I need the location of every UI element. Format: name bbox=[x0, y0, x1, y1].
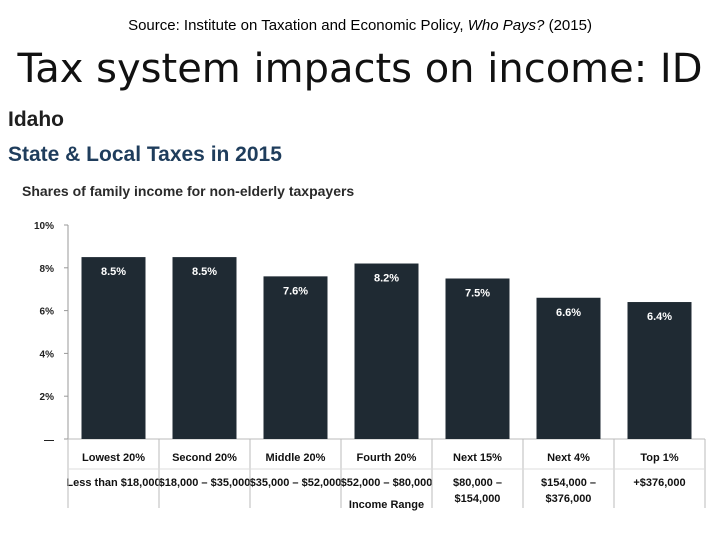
bar-value-label: 8.5% bbox=[192, 266, 217, 278]
category-label: Lowest 20% bbox=[82, 452, 145, 464]
bar-value-label: 7.5% bbox=[465, 288, 490, 300]
y-tick-label: 6% bbox=[40, 307, 55, 318]
source-year: (2015) bbox=[544, 17, 592, 34]
income-range-label: Less than $18,000 bbox=[66, 477, 160, 489]
income-range-label: $80,000 – bbox=[453, 477, 502, 489]
y-tick-label: 8% bbox=[40, 264, 55, 275]
category-label: Middle 20% bbox=[266, 452, 326, 464]
bar bbox=[445, 278, 510, 439]
income-range-label: $376,000 bbox=[546, 493, 592, 505]
source-title-italic: Who Pays? bbox=[467, 17, 545, 34]
bar bbox=[627, 302, 692, 439]
state-name: Idaho bbox=[8, 108, 64, 131]
source-text: Source: Institute on Taxation and Econom… bbox=[128, 17, 468, 34]
bar-value-label: 7.6% bbox=[283, 285, 308, 297]
bar bbox=[172, 257, 237, 439]
y-tick-label: 2% bbox=[40, 392, 55, 403]
category-label: Fourth 20% bbox=[357, 452, 417, 464]
bar-value-label: 6.4% bbox=[647, 311, 672, 323]
bar-value-label: 6.6% bbox=[556, 307, 581, 319]
y-tick-label: 4% bbox=[40, 349, 55, 360]
slide-title: Tax system impacts on income: ID bbox=[17, 46, 703, 92]
income-range-label: $154,000 bbox=[455, 493, 501, 505]
bar-value-label: 8.5% bbox=[101, 266, 126, 278]
y-tick-label: — bbox=[44, 435, 54, 446]
category-label: Top 1% bbox=[640, 452, 679, 464]
income-range-label: +$376,000 bbox=[633, 477, 685, 489]
income-range-label: $35,000 – $52,000 bbox=[250, 477, 342, 489]
category-label: Second 20% bbox=[172, 452, 237, 464]
income-range-label: $52,000 – $80,000 bbox=[341, 477, 433, 489]
chart-subtitle: State & Local Taxes in 2015 bbox=[8, 143, 282, 166]
bar bbox=[354, 263, 419, 439]
bar-value-label: 8.2% bbox=[374, 273, 399, 285]
income-range-label: $18,000 – $35,000 bbox=[159, 477, 251, 489]
source-citation: Source: Institute on Taxation and Econom… bbox=[0, 17, 720, 34]
category-label: Next 4% bbox=[547, 452, 590, 464]
bar bbox=[81, 257, 146, 439]
category-label: Next 15% bbox=[453, 452, 502, 464]
bar bbox=[536, 297, 601, 439]
y-tick-label: 10% bbox=[34, 221, 54, 232]
bar bbox=[263, 276, 328, 439]
x-axis-title: Income Range bbox=[349, 499, 424, 511]
income-range-label: $154,000 – bbox=[541, 477, 596, 489]
chart-caption: Shares of family income for non-elderly … bbox=[22, 183, 355, 199]
